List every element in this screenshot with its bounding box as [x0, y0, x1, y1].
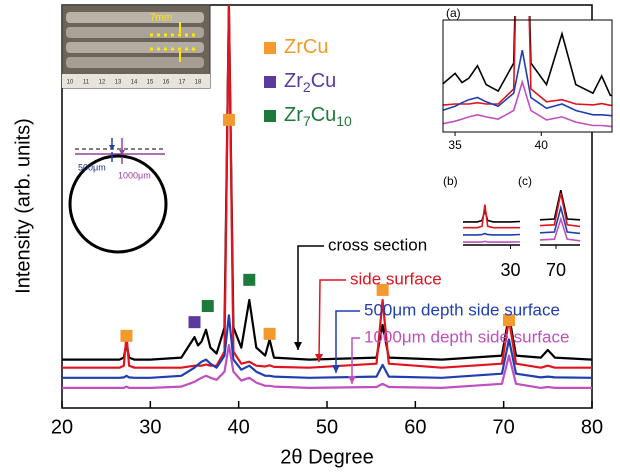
inset-label: (b) — [443, 174, 458, 188]
legend-marker — [264, 110, 276, 122]
legend-label: Zr2Cu — [284, 70, 336, 94]
inset-label: (a) — [446, 6, 461, 20]
x-tick-label: 70 — [493, 416, 515, 438]
schematic: 500μm 1000μm — [70, 138, 166, 252]
phase-marker — [202, 300, 214, 312]
rod — [66, 42, 204, 53]
ruler-label: 10 — [67, 80, 74, 86]
x-tick-label: 40 — [228, 416, 250, 438]
legend-label: ZrCu — [284, 36, 328, 58]
y-axis-label: Intensity (arb. units) — [12, 118, 34, 294]
phase-marker — [264, 328, 276, 340]
rod — [66, 27, 204, 38]
depth-label: 500μm — [78, 162, 106, 172]
inset-background — [463, 170, 520, 245]
legend-marker — [264, 76, 276, 88]
photo-inset: 7mm 10 11 12 13 14 15 16 17 18 — [62, 5, 210, 88]
x-tick-label: 50 — [316, 416, 338, 438]
x-tick-label: 20 — [51, 416, 73, 438]
annotation: side surface — [350, 269, 442, 288]
inset-tick-label: 40 — [535, 138, 549, 152]
arrowhead — [109, 145, 115, 150]
phase-marker — [223, 114, 235, 126]
ruler-label: 11 — [83, 80, 90, 86]
rod — [66, 12, 204, 23]
arrowhead — [294, 342, 302, 350]
x-axis-label: 2θ Degree — [280, 446, 373, 468]
inset-tick-label: 30 — [500, 260, 520, 280]
ruler-label: 14 — [131, 80, 138, 86]
legend-label: Zr7Cu10 — [284, 104, 352, 128]
scale-label: 7mm — [150, 13, 172, 24]
ruler-label: 12 — [99, 80, 106, 86]
ruler-label: 17 — [179, 80, 186, 86]
arrowhead — [315, 354, 323, 362]
ruler-label: 13 — [115, 80, 122, 86]
annotation: cross section — [328, 235, 427, 254]
annotation-arrow — [319, 280, 346, 362]
chart: 2θ Degree Intensity (arb. units) 7mm 101… — [0, 0, 620, 472]
x-tick-label: 30 — [139, 416, 161, 438]
inset-label: (c) — [518, 174, 532, 188]
legend-marker — [264, 42, 276, 54]
arrowhead — [348, 376, 356, 384]
inset-tick-label: 35 — [448, 138, 462, 152]
arrowhead — [332, 365, 340, 373]
phase-marker — [120, 330, 132, 342]
ruler-label: 18 — [195, 80, 202, 86]
ruler-label: 16 — [163, 80, 170, 86]
ruler-label: 15 — [147, 80, 154, 86]
annotation: 500μm depth side surface — [364, 300, 560, 319]
ruler-labels: 10 11 12 13 14 15 16 17 18 — [67, 80, 202, 86]
phase-marker — [189, 316, 201, 328]
annotation: 1000μm depth side surface — [364, 327, 569, 346]
depth-label: 1000μm — [118, 170, 151, 180]
inset-tick-label: 70 — [546, 260, 566, 280]
rod — [66, 57, 204, 68]
annotation-arrow — [336, 311, 360, 373]
x-tick-label: 60 — [404, 416, 426, 438]
phase-marker — [243, 274, 255, 286]
x-tick-label: 80 — [581, 416, 603, 438]
